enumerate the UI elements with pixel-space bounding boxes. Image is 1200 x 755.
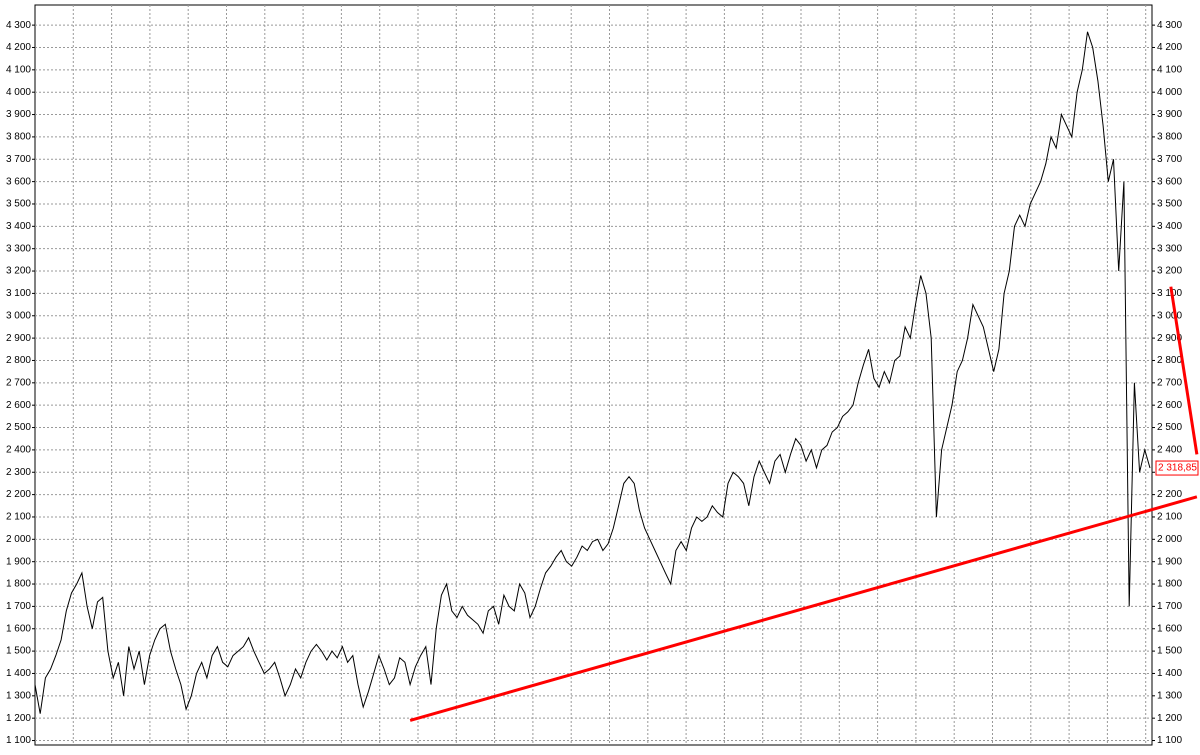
y2-tick-label: 3 600 — [1157, 176, 1182, 187]
y2-tick-label: 3 800 — [1157, 132, 1182, 143]
y2-tick-label: 1 200 — [1157, 713, 1182, 724]
y-tick-label: 3 200 — [6, 266, 31, 277]
y2-tick-label: 1 300 — [1157, 690, 1182, 701]
y2-tick-label: 2 000 — [1157, 534, 1182, 545]
y-tick-label: 1 100 — [6, 735, 31, 746]
y2-tick-label: 2 900 — [1157, 333, 1182, 344]
y2-tick-label: 3 300 — [1157, 243, 1182, 254]
y-tick-label: 1 700 — [6, 601, 31, 612]
y-tick-label: 3 300 — [6, 243, 31, 254]
y-tick-label: 1 200 — [6, 713, 31, 724]
y-tick-label: 1 800 — [6, 579, 31, 590]
y2-tick-label: 4 200 — [1157, 42, 1182, 53]
y-tick-label: 2 700 — [6, 377, 31, 388]
y-tick-label: 2 600 — [6, 400, 31, 411]
y2-tick-label: 2 600 — [1157, 400, 1182, 411]
y-tick-label: 1 400 — [6, 668, 31, 679]
y2-tick-label: 3 200 — [1157, 266, 1182, 277]
y-tick-label: 3 000 — [6, 310, 31, 321]
plot-frame — [34, 4, 1153, 746]
y-tick-label: 1 900 — [6, 556, 31, 567]
y2-tick-label: 1 100 — [1157, 735, 1182, 746]
y2-tick-label: 2 100 — [1157, 512, 1182, 523]
y2-tick-label: 2 800 — [1157, 355, 1182, 366]
y-tick-label: 1 500 — [6, 646, 31, 657]
y-tick-label: 2 400 — [6, 445, 31, 456]
trend-line — [1169, 286, 1199, 455]
last-value-box — [1155, 460, 1199, 476]
y-tick-label: 1 600 — [6, 623, 31, 634]
y-tick-label: 3 800 — [6, 132, 31, 143]
y2-tick-label: 4 100 — [1157, 64, 1182, 75]
y2-tick-label: 1 400 — [1157, 668, 1182, 679]
y2-tick-label: 3 500 — [1157, 199, 1182, 210]
y2-tick-label: 2 200 — [1157, 489, 1182, 500]
y2-tick-label: 2 400 — [1157, 445, 1182, 456]
y-tick-label: 3 400 — [6, 221, 31, 232]
y-tick-label: 2 500 — [6, 422, 31, 433]
y2-tick-label: 1 700 — [1157, 601, 1182, 612]
y2-tick-label: 2 700 — [1157, 377, 1182, 388]
y2-tick-label: 4 000 — [1157, 87, 1182, 98]
y-tick-label: 4 200 — [6, 42, 31, 53]
y2-tick-label: 3 400 — [1157, 221, 1182, 232]
y-tick-label: 4 300 — [6, 20, 31, 31]
y2-tick-label: 2 500 — [1157, 422, 1182, 433]
y2-tick-label: 1 900 — [1157, 556, 1182, 567]
y2-tick-label: 3 000 — [1157, 310, 1182, 321]
trend-line — [409, 495, 1198, 722]
y-tick-label: 2 900 — [6, 333, 31, 344]
y-tick-label: 3 100 — [6, 288, 31, 299]
y2-tick-label: 1 500 — [1157, 646, 1182, 657]
y2-tick-label: 3 900 — [1157, 109, 1182, 120]
y2-tick-label: 1 600 — [1157, 623, 1182, 634]
price-line — [34, 31, 1151, 714]
y-tick-label: 2 200 — [6, 489, 31, 500]
last-value-label: 2 318,85 — [1158, 463, 1197, 474]
y-tick-label: 2 100 — [6, 512, 31, 523]
y-tick-label: 3 700 — [6, 154, 31, 165]
y-tick-label: 4 000 — [6, 87, 31, 98]
y2-tick-label: 4 300 — [1157, 20, 1182, 31]
y-tick-label: 2 800 — [6, 355, 31, 366]
y-tick-label: 3 500 — [6, 199, 31, 210]
y-tick-label: 4 100 — [6, 64, 31, 75]
y-tick-label: 1 300 — [6, 690, 31, 701]
y2-tick-label: 3 700 — [1157, 154, 1182, 165]
y-tick-label: 2 300 — [6, 467, 31, 478]
y2-tick-label: 3 100 — [1157, 288, 1182, 299]
y-tick-label: 3 900 — [6, 109, 31, 120]
y-tick-label: 3 600 — [6, 176, 31, 187]
y2-tick-label: 1 800 — [1157, 579, 1182, 590]
y-tick-label: 2 000 — [6, 534, 31, 545]
